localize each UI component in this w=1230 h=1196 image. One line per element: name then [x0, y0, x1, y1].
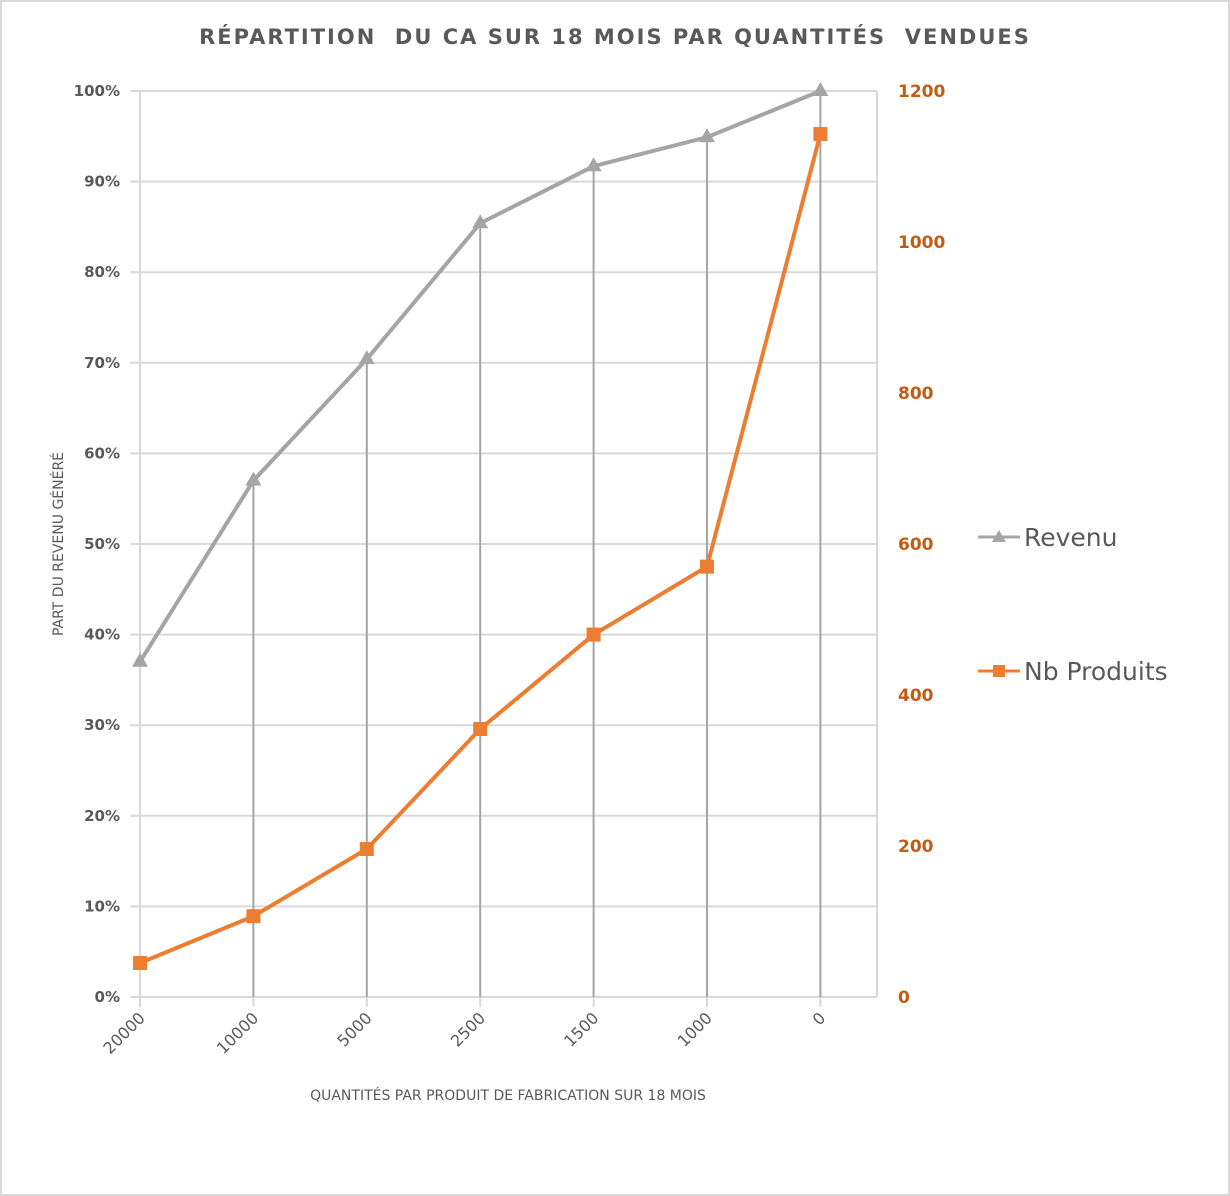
revenu-point[interactable] [699, 128, 715, 143]
left-tick-label: 30% [84, 716, 120, 734]
nb-produits-point[interactable] [359, 842, 374, 857]
left-tick-label: 100% [74, 82, 120, 100]
legend-nb-produits-square-icon [993, 665, 1005, 677]
left-tick-label: 0% [95, 988, 120, 1006]
right-tick-label: 0 [898, 988, 910, 1008]
x-axis-title: QUANTITÉS PAR PRODUIT DE FABRICATION SUR… [310, 1087, 706, 1104]
revenu-point[interactable] [812, 82, 829, 96]
nb-produits-point[interactable] [246, 909, 261, 924]
right-tick-label: 200 [898, 837, 934, 857]
nb-produits-point[interactable] [473, 721, 488, 736]
revenu-point[interactable] [132, 652, 148, 667]
x-tick-label: 2500 [447, 1008, 489, 1050]
left-tick-label: 90% [84, 173, 120, 191]
revenu-point[interactable] [472, 214, 489, 229]
revenu-point[interactable] [358, 350, 375, 365]
nb-produits-point[interactable] [586, 627, 601, 642]
legend: Revenu Nb Produits [978, 523, 1168, 686]
right-tick-label: 1200 [898, 82, 945, 102]
right-tick-label: 600 [898, 535, 934, 555]
legend-nb-produits-label: Nb Produits [1024, 657, 1168, 686]
legend-revenu-triangle-icon [992, 530, 1006, 542]
left-tick-label: 60% [84, 444, 120, 462]
gridlines [130, 90, 878, 1007]
left-tick-label: 40% [84, 626, 120, 644]
nb-produits-point[interactable] [700, 559, 714, 574]
left-tick-label: 50% [84, 535, 120, 553]
x-tick-label: 10000 [213, 1008, 262, 1057]
x-tick-label: 20000 [99, 1008, 148, 1057]
nb-produits-point[interactable] [133, 956, 147, 971]
right-tick-label: 800 [898, 384, 934, 404]
right-tick-label: 1000 [898, 233, 945, 253]
x-tick-label: 5000 [333, 1008, 375, 1050]
left-tick-label: 70% [84, 354, 120, 372]
legend-revenu-label: Revenu [1024, 523, 1118, 552]
x-tick-label: 1000 [674, 1008, 716, 1050]
revenu-point[interactable] [585, 157, 602, 172]
right-tick-label: 400 [898, 686, 934, 706]
legend-item-nb-produits[interactable]: Nb Produits [978, 657, 1168, 686]
chart-title: RÉPARTITION DU CA SUR 18 MOIS PAR QUANTI… [199, 24, 1031, 49]
y-axis-title: PART DU REVENU GÉNÉRÉ [50, 452, 67, 636]
series-layer [132, 82, 829, 971]
right-axis-ticks: 0 200 400 600 800 1000 1200 [898, 82, 945, 1008]
legend-item-revenu[interactable]: Revenu [978, 523, 1118, 552]
left-tick-label: 10% [84, 897, 120, 915]
revenu-point[interactable] [245, 471, 262, 486]
left-tick-label: 80% [84, 263, 120, 281]
left-axis-ticks: 0% 10% 20% 30% 40% 50% 60% 70% 80% 90% 100% [74, 82, 120, 1006]
left-tick-label: 20% [84, 807, 120, 825]
x-tick-label: 0 [809, 1008, 830, 1029]
x-axis-ticks: 20000 10000 5000 2500 1500 1000 0 [99, 997, 829, 1058]
x-tick-label: 1500 [560, 1008, 602, 1050]
nb-produits-point[interactable] [813, 127, 828, 142]
